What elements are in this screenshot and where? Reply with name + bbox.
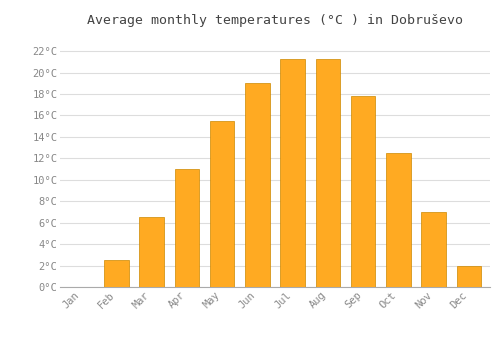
Bar — [351, 96, 376, 287]
Bar — [210, 121, 234, 287]
Bar — [316, 58, 340, 287]
Bar — [104, 260, 128, 287]
Bar — [456, 266, 481, 287]
Bar — [245, 83, 270, 287]
Bar — [140, 217, 164, 287]
Bar — [280, 58, 305, 287]
Bar — [174, 169, 199, 287]
Bar — [422, 212, 446, 287]
Bar — [386, 153, 410, 287]
Title: Average monthly temperatures (°C ) in Dobruševo: Average monthly temperatures (°C ) in Do… — [87, 14, 463, 27]
